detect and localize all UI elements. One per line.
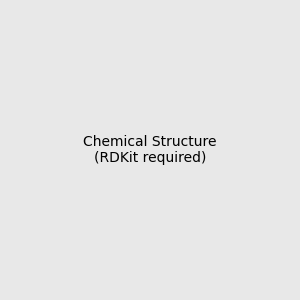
Text: Chemical Structure
(RDKit required): Chemical Structure (RDKit required) — [83, 135, 217, 165]
